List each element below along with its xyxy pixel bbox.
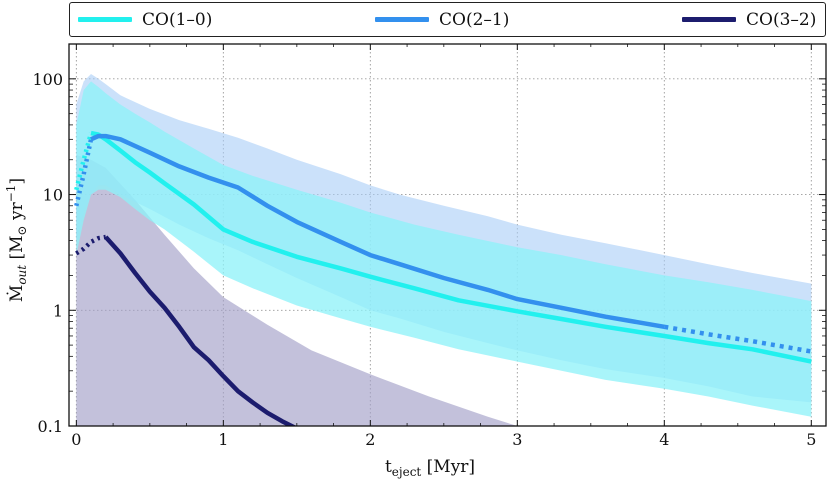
x-tick-label: 5 bbox=[806, 430, 816, 449]
line-co21-dotted-end bbox=[663, 324, 812, 354]
x-tick-label: 4 bbox=[659, 430, 669, 449]
legend-label-co21: CO(2–1) bbox=[439, 9, 510, 30]
y-axis-label: Ṁout [M⊙ yr−1] bbox=[4, 178, 29, 302]
y-tick-label: 0.1 bbox=[38, 417, 63, 436]
series-lines bbox=[74, 130, 812, 426]
line-co10 bbox=[90, 130, 812, 364]
legend-item-co21: CO(2–1) bbox=[375, 3, 509, 36]
y-axis-label-exponent: −1 bbox=[4, 185, 18, 203]
line-co21 bbox=[90, 133, 665, 330]
x-tick-label: 2 bbox=[365, 430, 375, 449]
axis-ticks: 0 1 2 3 4 5 0.1 1 10 100 bbox=[32, 43, 826, 449]
x-axis-label-subscript: eject bbox=[392, 465, 422, 479]
x-tick-label: 0 bbox=[71, 430, 81, 449]
band-co32 bbox=[76, 154, 518, 426]
legend-item-co10: CO(1–0) bbox=[78, 3, 212, 36]
legend-swatch-co10 bbox=[78, 17, 132, 22]
y-axis-label-unit: [M bbox=[7, 235, 27, 264]
y-axis-label-unit-2: yr bbox=[7, 201, 27, 225]
y-tick-label: 10 bbox=[43, 186, 63, 205]
uncertainty-bands bbox=[76, 74, 812, 426]
legend-swatch-co21 bbox=[375, 17, 429, 22]
legend: CO(1–0) CO(2–1) CO(3–2) bbox=[69, 2, 826, 37]
y-tick-label: 100 bbox=[32, 70, 63, 89]
legend-item-co32: CO(3–2) bbox=[682, 3, 816, 36]
x-axis-label: teject [Myr] bbox=[385, 457, 475, 479]
y-axis-label-sun: ⊙ bbox=[15, 225, 29, 235]
x-tick-label: 3 bbox=[512, 430, 522, 449]
legend-swatch-co32 bbox=[682, 17, 736, 22]
plot-frame bbox=[68, 43, 827, 427]
y-tick-label: 1 bbox=[53, 301, 63, 320]
band-co10 bbox=[76, 81, 812, 417]
y-axis-label-close: ] bbox=[7, 178, 27, 185]
legend-label-co10: CO(1–0) bbox=[142, 9, 213, 30]
y-axis-label-subscript: out bbox=[15, 265, 29, 285]
x-tick-label: 1 bbox=[218, 430, 228, 449]
line-co32 bbox=[104, 235, 297, 426]
legend-label-co32: CO(3–2) bbox=[746, 9, 817, 30]
x-axis-label-unit: [Myr] bbox=[421, 457, 475, 477]
